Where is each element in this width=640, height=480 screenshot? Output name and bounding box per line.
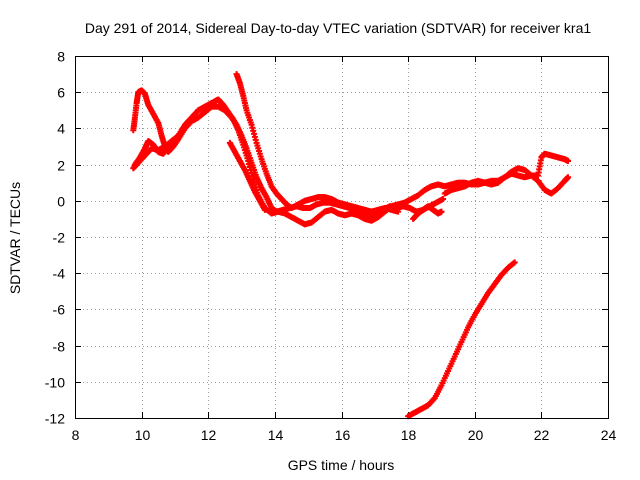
y-tick-label: 0 bbox=[57, 194, 65, 210]
x-tick-label: 20 bbox=[468, 427, 484, 443]
x-tick-label: 8 bbox=[72, 427, 80, 443]
data-point bbox=[261, 206, 268, 213]
x-tick-label: 10 bbox=[135, 427, 151, 443]
y-tick-label: 2 bbox=[57, 158, 65, 174]
series-trace-c bbox=[131, 138, 177, 168]
x-tick-label: 18 bbox=[401, 427, 417, 443]
data-series bbox=[130, 71, 572, 420]
series-trace-h bbox=[405, 259, 518, 420]
plot-frame bbox=[75, 56, 609, 419]
y-axis-label: SDTVAR / TECUs bbox=[7, 182, 23, 294]
x-tick-label: 14 bbox=[268, 427, 284, 443]
data-point bbox=[565, 157, 572, 164]
series-trace-e bbox=[226, 139, 268, 213]
y-tick-label: 6 bbox=[57, 85, 65, 101]
series-trace-f bbox=[410, 203, 445, 222]
data-point bbox=[565, 174, 572, 181]
series-trace-d bbox=[233, 71, 402, 215]
data-point bbox=[395, 208, 402, 215]
y-tick-label: -12 bbox=[45, 411, 65, 427]
y-tick-label: -6 bbox=[53, 302, 66, 318]
x-tick-label: 16 bbox=[335, 427, 351, 443]
y-tick-label: -8 bbox=[53, 339, 66, 355]
grid bbox=[75, 56, 608, 418]
data-point bbox=[438, 208, 445, 215]
chart-title: Day 291 of 2014, Sidereal Day-to-day VTE… bbox=[85, 20, 591, 36]
x-tick-label: 24 bbox=[601, 427, 617, 443]
x-axis-label: GPS time / hours bbox=[288, 457, 395, 473]
x-tick-label: 12 bbox=[201, 427, 217, 443]
data-point bbox=[440, 195, 447, 202]
y-tick-label: -2 bbox=[53, 230, 66, 246]
series-trace-g bbox=[441, 150, 572, 197]
x-tick-label: 22 bbox=[534, 427, 550, 443]
y-tick-label: -10 bbox=[45, 375, 65, 391]
y-tick-label: 8 bbox=[57, 49, 65, 65]
y-tick-label: 4 bbox=[57, 121, 65, 137]
y-tick-label: -4 bbox=[53, 266, 66, 282]
series-trace-b bbox=[130, 87, 447, 219]
data-point bbox=[511, 259, 518, 266]
data-point bbox=[170, 138, 177, 145]
